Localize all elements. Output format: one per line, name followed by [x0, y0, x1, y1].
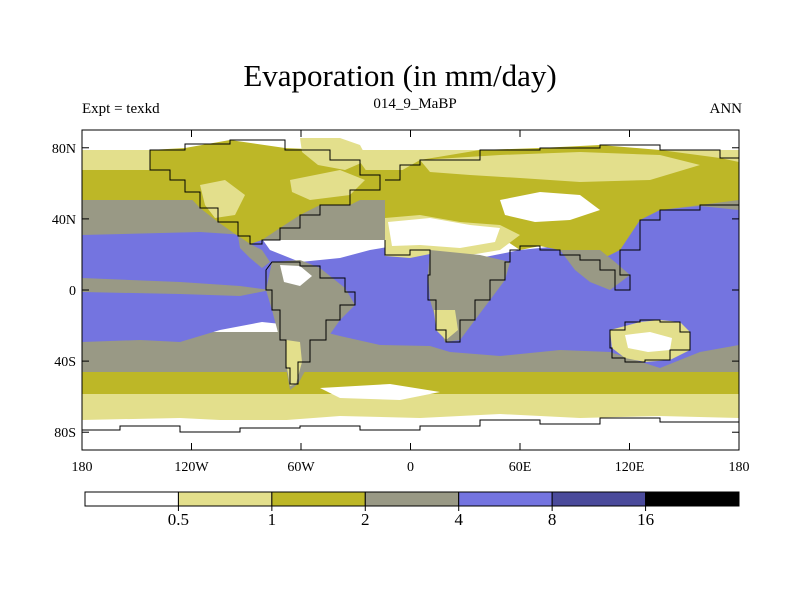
colorbar-label: 1	[268, 510, 277, 529]
season-label: ANN	[709, 101, 743, 117]
y-tick-label: 40N	[52, 213, 76, 228]
y-axis: 80N 40N 0 40S 80S	[52, 142, 739, 441]
colorbar-label: 16	[637, 510, 654, 529]
coastlines	[82, 139, 739, 433]
y-tick-label: 0	[69, 284, 76, 299]
x-tick-label: 60E	[509, 460, 532, 475]
colorbar: 0.5 1 2 4 8 16	[84, 491, 740, 529]
australia-desert	[625, 332, 672, 352]
x-tick-label: 180	[729, 460, 750, 475]
africa-south-dry	[434, 310, 458, 340]
central-america	[238, 236, 270, 268]
central-asia-desert	[500, 192, 600, 222]
x-axis: 180 120W 60W 0 60E 120E 180	[72, 130, 750, 475]
x-tick-label: 180	[72, 460, 93, 475]
north-america	[150, 140, 380, 244]
antarctica	[82, 414, 739, 450]
colorbar-swatch	[458, 491, 553, 507]
colorbar-swatch	[364, 491, 460, 507]
coast-antarctica	[82, 417, 739, 433]
colorbar-swatch	[84, 491, 179, 507]
coast-australia	[609, 319, 691, 363]
colorbar-label: 0.5	[168, 510, 189, 529]
map-fill-layer	[82, 130, 739, 450]
sahara-desert	[388, 218, 500, 248]
y-tick-label: 40S	[54, 355, 76, 370]
coast-eurasia-north	[385, 144, 739, 181]
colorbar-label: 8	[548, 510, 557, 529]
colorbar-swatch	[551, 491, 647, 507]
eurasia-north	[420, 152, 700, 182]
chart-title: Evaporation (in mm/day)	[243, 58, 557, 93]
south-asia	[560, 250, 630, 290]
x-tick-label: 0	[407, 460, 414, 475]
y-tick-label: 80N	[52, 142, 76, 157]
colorbar-swatch	[271, 491, 366, 507]
coast-africa-asia	[384, 204, 739, 343]
colorbar-label: 4	[454, 510, 463, 529]
colorbar-label: 2	[361, 510, 370, 529]
period-label: 014_9_MaBP	[373, 96, 457, 112]
y-tick-label: 80S	[54, 426, 76, 441]
coast-south-america	[265, 261, 356, 385]
south-atlantic-low	[320, 384, 440, 400]
equatorial-cold-tongue	[82, 278, 270, 296]
coast-north-america	[149, 139, 381, 245]
sa-dry-north	[280, 265, 312, 286]
x-tick-label: 60W	[287, 460, 315, 475]
greenland	[300, 138, 368, 170]
x-tick-label: 120W	[174, 460, 209, 475]
na-northeast	[290, 170, 365, 200]
colorbar-swatch	[645, 491, 740, 507]
experiment-label: Expt = texkd	[82, 101, 160, 117]
x-tick-label: 120E	[615, 460, 645, 475]
colorbar-swatch	[177, 491, 273, 507]
